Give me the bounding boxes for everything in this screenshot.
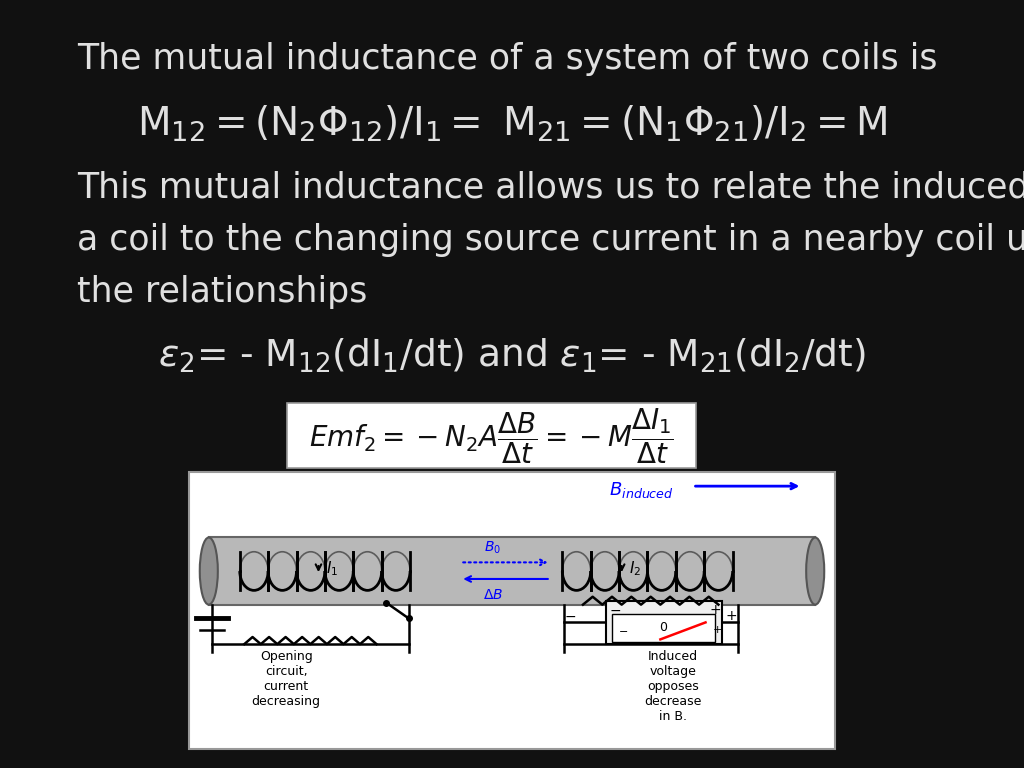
- Text: $-$: $-$: [609, 603, 622, 617]
- Text: Induced
voltage
opposes
decrease
in B.: Induced voltage opposes decrease in B.: [644, 650, 702, 723]
- Text: $\Delta B$: $\Delta B$: [482, 588, 503, 601]
- Text: $I_1$: $I_1$: [327, 560, 338, 578]
- Text: $B_0$: $B_0$: [484, 540, 501, 556]
- Text: $\varepsilon_2$= - M$_{12}$(dI$_1$/dt) and $\varepsilon_1$= - M$_{21}$(dI$_2$/dt: $\varepsilon_2$= - M$_{12}$(dI$_1$/dt) a…: [158, 336, 866, 375]
- Text: $+$: $+$: [725, 608, 737, 623]
- Text: $\mathbf{\mathit{B}}_{induced}$: $\mathbf{\mathit{B}}_{induced}$: [608, 480, 674, 500]
- Text: This mutual inductance allows us to relate the induced emf in: This mutual inductance allows us to rela…: [77, 170, 1024, 204]
- Text: 0: 0: [659, 621, 668, 634]
- Text: The mutual inductance of a system of two coils is: The mutual inductance of a system of two…: [77, 42, 937, 76]
- Text: $I_2$: $I_2$: [630, 560, 642, 578]
- Bar: [605, 601, 722, 644]
- Text: $\mathrm{M}_{12}\mathrm{=(N_2\Phi_{12})/I_1=\ M}_{21}\mathrm{=(N_1\Phi_{21})/I_2: $\mathrm{M}_{12}\mathrm{=(N_2\Phi_{12})/…: [137, 104, 887, 144]
- Text: a coil to the changing source current in a nearby coil using: a coil to the changing source current in…: [77, 223, 1024, 257]
- FancyBboxPatch shape: [287, 403, 696, 468]
- Text: Opening
circuit,
current
decreasing: Opening circuit, current decreasing: [252, 650, 321, 708]
- Text: $+$: $+$: [712, 624, 722, 635]
- Bar: [189, 472, 835, 749]
- Text: $-$: $-$: [564, 608, 577, 623]
- Ellipse shape: [806, 538, 824, 604]
- Bar: [612, 614, 715, 642]
- Text: $-$: $-$: [618, 625, 629, 635]
- Ellipse shape: [200, 538, 218, 604]
- Bar: [209, 538, 815, 604]
- Text: $\mathit{Emf_2 = -N_2A}\dfrac{\Delta B}{\Delta t}\mathit{ = -M}\dfrac{\Delta I_1: $\mathit{Emf_2 = -N_2A}\dfrac{\Delta B}{…: [309, 406, 674, 465]
- Text: $+$: $+$: [710, 603, 721, 617]
- Text: the relationships: the relationships: [77, 275, 368, 309]
